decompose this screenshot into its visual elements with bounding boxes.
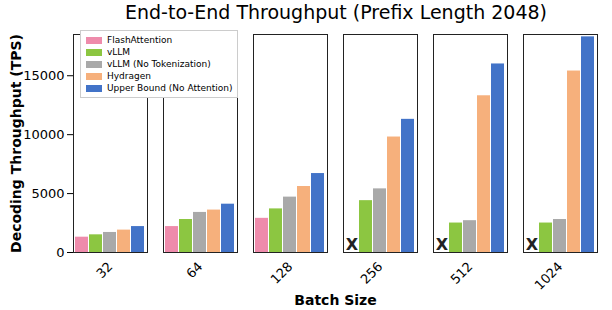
svg-text:64: 64: [183, 259, 205, 281]
svg-text:10000: 10000: [23, 127, 64, 142]
svg-text:1024: 1024: [532, 259, 566, 293]
html-text:End-to-End Throughput (Prefix: End-to-End Throughput (Prefix Length 204…: [125, 1, 547, 23]
svg-text:0: 0: [56, 245, 64, 260]
svg-text:512: 512: [447, 259, 475, 287]
svg-text:128: 128: [267, 259, 295, 287]
svg-text:Batch Size: Batch Size: [294, 292, 376, 308]
html-text:vLLM (No Tokenization): vLLM (No Tokenization): [107, 59, 211, 69]
html-text:Hydragen: Hydragen: [107, 71, 151, 81]
svg-text:256: 256: [357, 259, 385, 287]
svg-text:X: X: [436, 235, 449, 254]
html-text:FlashAttention: FlashAttention: [107, 35, 173, 45]
svg-text:5000: 5000: [31, 186, 64, 201]
svg-text:32: 32: [93, 259, 115, 281]
svg-text:Decoding Throughput (TPS): Decoding Throughput (TPS): [8, 34, 24, 253]
html-text:vLLM: vLLM: [107, 47, 131, 57]
svg-text:15000: 15000: [23, 68, 64, 83]
svg-text:X: X: [346, 235, 359, 254]
svg-text:X: X: [526, 235, 539, 254]
html-text:Upper Bound (No Attention): Upper Bound (No Attention): [107, 83, 233, 93]
